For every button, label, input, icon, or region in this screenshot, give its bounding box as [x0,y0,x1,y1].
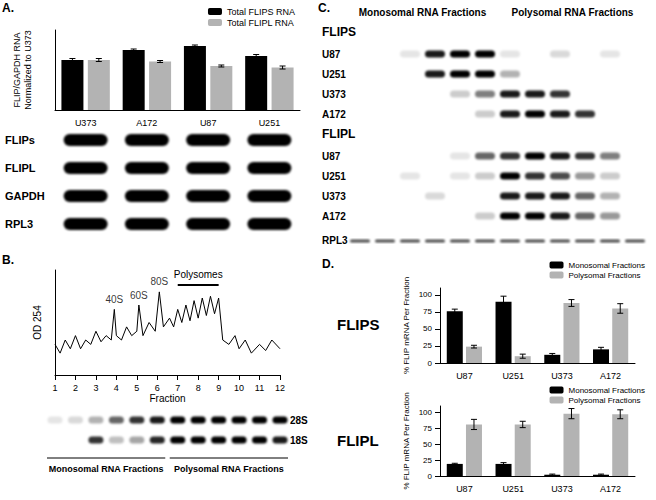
svg-text:U373: U373 [322,89,346,100]
svg-text:8: 8 [196,383,201,393]
svg-text:Fraction: Fraction [149,393,185,404]
svg-text:100: 100 [419,290,433,299]
svg-text:50: 50 [423,440,432,449]
svg-text:U251: U251 [322,69,346,80]
svg-text:FLIPS: FLIPS [337,316,380,333]
svg-text:FLIPs: FLIPs [5,134,35,146]
svg-text:OD 254: OD 254 [32,305,43,340]
svg-text:A.: A. [2,1,14,15]
svg-text:25: 25 [423,456,432,465]
svg-text:100: 100 [419,408,433,417]
svg-text:0: 0 [428,472,433,481]
svg-text:12: 12 [275,383,285,393]
svg-text:U87: U87 [322,151,341,162]
svg-text:Monosomal Fractions: Monosomal Fractions [569,386,645,395]
svg-text:U373: U373 [322,191,346,202]
svg-text:60S: 60S [130,290,148,301]
svg-text:Total FLIPS RNA: Total FLIPS RNA [227,7,295,17]
svg-text:6: 6 [155,383,160,393]
svg-text:4: 4 [114,383,119,393]
svg-text:RPL3: RPL3 [5,218,33,230]
svg-text:U87: U87 [456,484,473,494]
svg-text:A172: A172 [600,371,621,381]
svg-text:Monosomal RNA Fractions: Monosomal RNA Fractions [359,7,487,18]
svg-text:Polysomes: Polysomes [174,269,223,280]
svg-text:7: 7 [175,383,180,393]
svg-text:Polysomal RNA Fractions: Polysomal RNA Fractions [174,464,284,474]
svg-text:1: 1 [52,383,57,393]
svg-text:A172: A172 [322,109,346,120]
svg-text:U87: U87 [322,49,341,60]
svg-text:25: 25 [423,341,432,350]
svg-text:B.: B. [2,253,14,267]
svg-text:2: 2 [73,383,78,393]
svg-text:% FLIP mRNA Per Fraction: % FLIP mRNA Per Fraction [402,392,411,489]
svg-text:Total FLIPL RNA: Total FLIPL RNA [227,18,294,28]
svg-text:U251: U251 [502,484,524,494]
svg-text:U251: U251 [259,118,281,128]
svg-text:U251: U251 [502,371,524,381]
svg-text:FLIPL: FLIPL [337,432,379,449]
svg-text:75: 75 [423,307,432,316]
svg-text:U87: U87 [456,371,473,381]
svg-text:A172: A172 [322,211,346,222]
svg-text:U373: U373 [551,484,573,494]
svg-text:A172: A172 [136,118,157,128]
svg-text:10: 10 [234,383,244,393]
svg-text:C.: C. [318,1,330,15]
svg-text:U373: U373 [75,118,97,128]
svg-text:0: 0 [428,359,433,368]
svg-text:11: 11 [255,383,264,393]
svg-text:28S: 28S [290,415,308,426]
svg-text:5: 5 [134,383,139,393]
svg-text:80S: 80S [150,276,168,287]
svg-text:Monosomal Fractions: Monosomal Fractions [569,261,645,270]
svg-text:Polysomal Fractions: Polysomal Fractions [569,396,641,405]
svg-text:Monosomal RNA Fractions: Monosomal RNA Fractions [49,464,164,474]
svg-text:75: 75 [423,424,432,433]
svg-text:FLIP/GAPDH RNA: FLIP/GAPDH RNA [12,32,22,107]
svg-text:U251: U251 [322,171,346,182]
svg-text:U87: U87 [200,118,217,128]
svg-text:3: 3 [93,383,98,393]
svg-text:FLIPL: FLIPL [5,162,36,174]
svg-text:FLIPS: FLIPS [322,25,356,39]
svg-text:RPL3: RPL3 [322,235,348,246]
svg-text:% FLIP mRNA Per Fraction: % FLIP mRNA Per Fraction [402,277,411,374]
svg-text:40S: 40S [105,294,123,305]
svg-text:Polysomal RNA Fractions: Polysomal RNA Fractions [512,7,634,18]
svg-text:A172: A172 [600,484,621,494]
svg-text:50: 50 [423,324,432,333]
svg-text:FLIPL: FLIPL [322,127,355,141]
svg-text:Normalized to U373: Normalized to U373 [23,30,33,110]
svg-text:Polysomal Fractions: Polysomal Fractions [569,271,641,280]
svg-text:9: 9 [216,383,221,393]
svg-text:GAPDH: GAPDH [5,190,45,202]
svg-text:U373: U373 [551,371,573,381]
svg-text:18S: 18S [290,435,308,446]
svg-text:D.: D. [322,257,334,271]
